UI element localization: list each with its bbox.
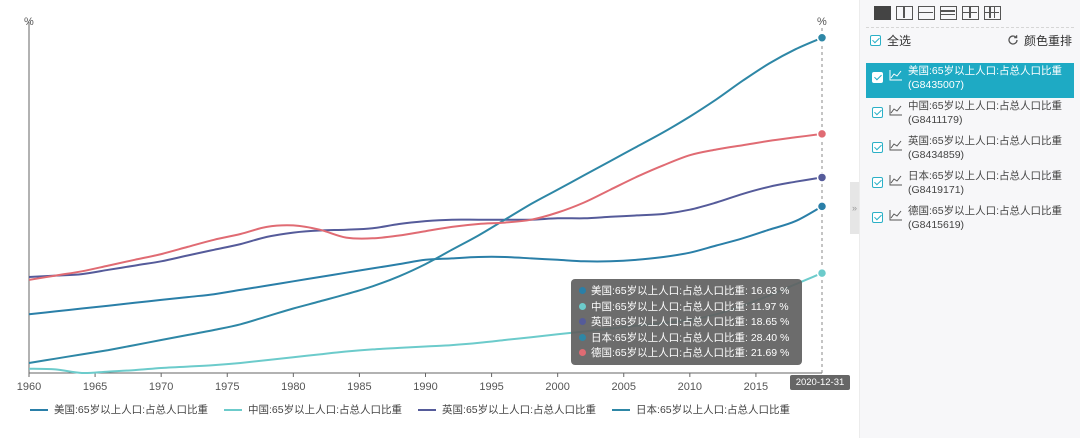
chart-legend: 美国:65岁以上人口:占总人口比重 中国:65岁以上人口:占总人口比重 英国:6… bbox=[30, 402, 790, 417]
legend-line-icon bbox=[612, 408, 631, 411]
series-line-2 bbox=[28, 176, 823, 278]
legend-item-us[interactable]: 美国:65岁以上人口:占总人口比重 bbox=[30, 402, 208, 417]
grid-2x2-layout-icon[interactable] bbox=[962, 6, 979, 20]
hover-tooltip: 美国:65岁以上人口:占总人口比重: 16.63 % 中国:65岁以上人口:占总… bbox=[571, 279, 802, 365]
single-layout-icon[interactable] bbox=[874, 6, 891, 20]
x-tick-label: 1985 bbox=[347, 381, 371, 393]
two-column-layout-icon[interactable] bbox=[896, 6, 913, 20]
series-checkbox[interactable] bbox=[872, 177, 883, 188]
x-tick-label: 1980 bbox=[281, 381, 305, 393]
right-unit-label: % bbox=[817, 16, 827, 28]
series-end-point-2 bbox=[816, 172, 828, 183]
x-tick-label: 1975 bbox=[215, 381, 239, 393]
x-tick-label: 2015 bbox=[744, 381, 768, 393]
series-list: 美国:65岁以上人口:占总人口比重(G8435007) 中国:65岁以上人口:占… bbox=[866, 63, 1074, 238]
grid-3x2-layout-icon[interactable] bbox=[984, 6, 1001, 20]
refresh-icon bbox=[1008, 35, 1018, 45]
reorder-colors-button[interactable]: 颜色重排 bbox=[1007, 32, 1072, 49]
panel-divider bbox=[866, 27, 1074, 28]
tooltip-text: 美国:65岁以上人口:占总人口比重: 16.63 % bbox=[591, 285, 790, 298]
series-item-japan[interactable]: 日本:65岁以上人口:占总人口比重(G8419171) bbox=[866, 168, 1074, 203]
tooltip-text: 英国:65岁以上人口:占总人口比重: 18.65 % bbox=[591, 316, 790, 329]
x-tick-label: 1970 bbox=[149, 381, 173, 393]
series-label: 日本:65岁以上人口:占总人口比重(G8419171) bbox=[908, 170, 1063, 196]
legend-item-china[interactable]: 中国:65岁以上人口:占总人口比重 bbox=[224, 402, 402, 417]
two-row-layout-icon[interactable] bbox=[918, 6, 935, 20]
series-end-point-1 bbox=[816, 267, 828, 279]
legend-label: 美国:65岁以上人口:占总人口比重 bbox=[54, 404, 209, 416]
tooltip-dot bbox=[579, 349, 586, 357]
series-line-0 bbox=[28, 205, 823, 316]
x-tick-label: 2005 bbox=[612, 381, 636, 393]
line-chart-icon bbox=[889, 140, 902, 151]
series-end-point-0 bbox=[816, 201, 828, 212]
series-item-china[interactable]: 中国:65岁以上人口:占总人口比重(G8411179) bbox=[866, 98, 1074, 133]
tooltip-dot bbox=[579, 302, 586, 310]
series-line-4 bbox=[28, 132, 823, 281]
tooltip-dot bbox=[579, 333, 586, 341]
legend-label: 日本:65岁以上人口:占总人口比重 bbox=[636, 404, 791, 416]
select-all-label: 全选 bbox=[887, 33, 912, 48]
x-tick-label: 2000 bbox=[545, 381, 569, 393]
series-end-point-4 bbox=[816, 128, 828, 140]
series-checkbox[interactable] bbox=[872, 142, 883, 153]
left-unit-label: % bbox=[24, 16, 34, 28]
tooltip-dot bbox=[579, 318, 586, 326]
legend-label: 中国:65岁以上人口:占总人口比重 bbox=[248, 404, 403, 416]
line-chart-icon bbox=[889, 105, 902, 116]
chart-area: 1960 1965 1970 1975 1980 1985 1990 1995 2000 2005… bbox=[0, 0, 850, 438]
select-all-row: 全选 颜色重排 bbox=[870, 30, 1072, 50]
legend-item-uk[interactable]: 英国:65岁以上人口:占总人口比重 bbox=[418, 402, 596, 417]
series-checkbox[interactable] bbox=[872, 72, 883, 83]
layout-toolbar bbox=[874, 6, 1001, 20]
series-item-germany[interactable]: 德国:65岁以上人口:占总人口比重(G8415619) bbox=[866, 203, 1074, 238]
series-label: 德国:65岁以上人口:占总人口比重(G8415619) bbox=[908, 205, 1063, 231]
tooltip-row: 德国:65岁以上人口:占总人口比重: 21.69 % bbox=[579, 345, 794, 361]
line-chart-icon bbox=[889, 70, 902, 81]
series-checkbox[interactable] bbox=[872, 212, 883, 223]
legend-label: 英国:65岁以上人口:占总人口比重 bbox=[442, 404, 597, 416]
legend-line-icon bbox=[224, 408, 243, 411]
select-all-checkbox[interactable] bbox=[870, 34, 881, 46]
line-chart-icon bbox=[889, 210, 902, 221]
axis-pointer-date-label: 2020-12-31 bbox=[790, 375, 850, 390]
tooltip-dot bbox=[579, 287, 586, 295]
tooltip-text: 中国:65岁以上人口:占总人口比重: 11.97 % bbox=[591, 300, 789, 313]
tooltip-text: 日本:65岁以上人口:占总人口比重: 28.40 % bbox=[591, 331, 790, 344]
three-row-layout-icon[interactable] bbox=[940, 6, 957, 20]
tooltip-row: 日本:65岁以上人口:占总人口比重: 28.40 % bbox=[579, 330, 794, 346]
series-side-panel: 全选 颜色重排 美国:65岁以上人口:占总人口比重(G8435007) 中国:6… bbox=[859, 0, 1080, 438]
x-tick-label: 1990 bbox=[413, 381, 437, 393]
panel-collapse-handle[interactable]: » bbox=[850, 182, 859, 234]
x-tick-label: 1995 bbox=[479, 381, 503, 393]
x-tick-label: 1965 bbox=[83, 381, 107, 393]
series-item-uk[interactable]: 英国:65岁以上人口:占总人口比重(G8434859) bbox=[866, 133, 1074, 168]
legend-line-icon bbox=[30, 408, 48, 411]
series-checkbox[interactable] bbox=[872, 107, 883, 118]
tooltip-text: 德国:65岁以上人口:占总人口比重: 21.69 % bbox=[591, 347, 790, 360]
tooltip-row: 英国:65岁以上人口:占总人口比重: 18.65 % bbox=[579, 314, 794, 330]
series-end-point-3 bbox=[816, 32, 828, 44]
line-chart[interactable]: 1960 1965 1970 1975 1980 1985 1990 1995 2000 2005… bbox=[0, 0, 850, 438]
series-label: 美国:65岁以上人口:占总人口比重(G8435007) bbox=[908, 65, 1063, 91]
tooltip-row: 中国:65岁以上人口:占总人口比重: 11.97 % bbox=[579, 299, 794, 315]
reorder-colors-label: 颜色重排 bbox=[1023, 33, 1072, 48]
x-tick-label: 1960 bbox=[17, 381, 41, 393]
line-chart-icon bbox=[889, 175, 902, 186]
series-item-us[interactable]: 美国:65岁以上人口:占总人口比重(G8435007) bbox=[866, 63, 1074, 98]
series-label: 英国:65岁以上人口:占总人口比重(G8434859) bbox=[908, 135, 1063, 161]
series-label: 中国:65岁以上人口:占总人口比重(G8411179) bbox=[908, 100, 1063, 126]
tooltip-row: 美国:65岁以上人口:占总人口比重: 16.63 % bbox=[579, 283, 794, 299]
legend-item-japan[interactable]: 日本:65岁以上人口:占总人口比重 bbox=[612, 402, 790, 417]
legend-line-icon bbox=[418, 408, 437, 411]
x-tick-label: 2010 bbox=[678, 381, 702, 393]
series-line-3 bbox=[28, 36, 823, 364]
